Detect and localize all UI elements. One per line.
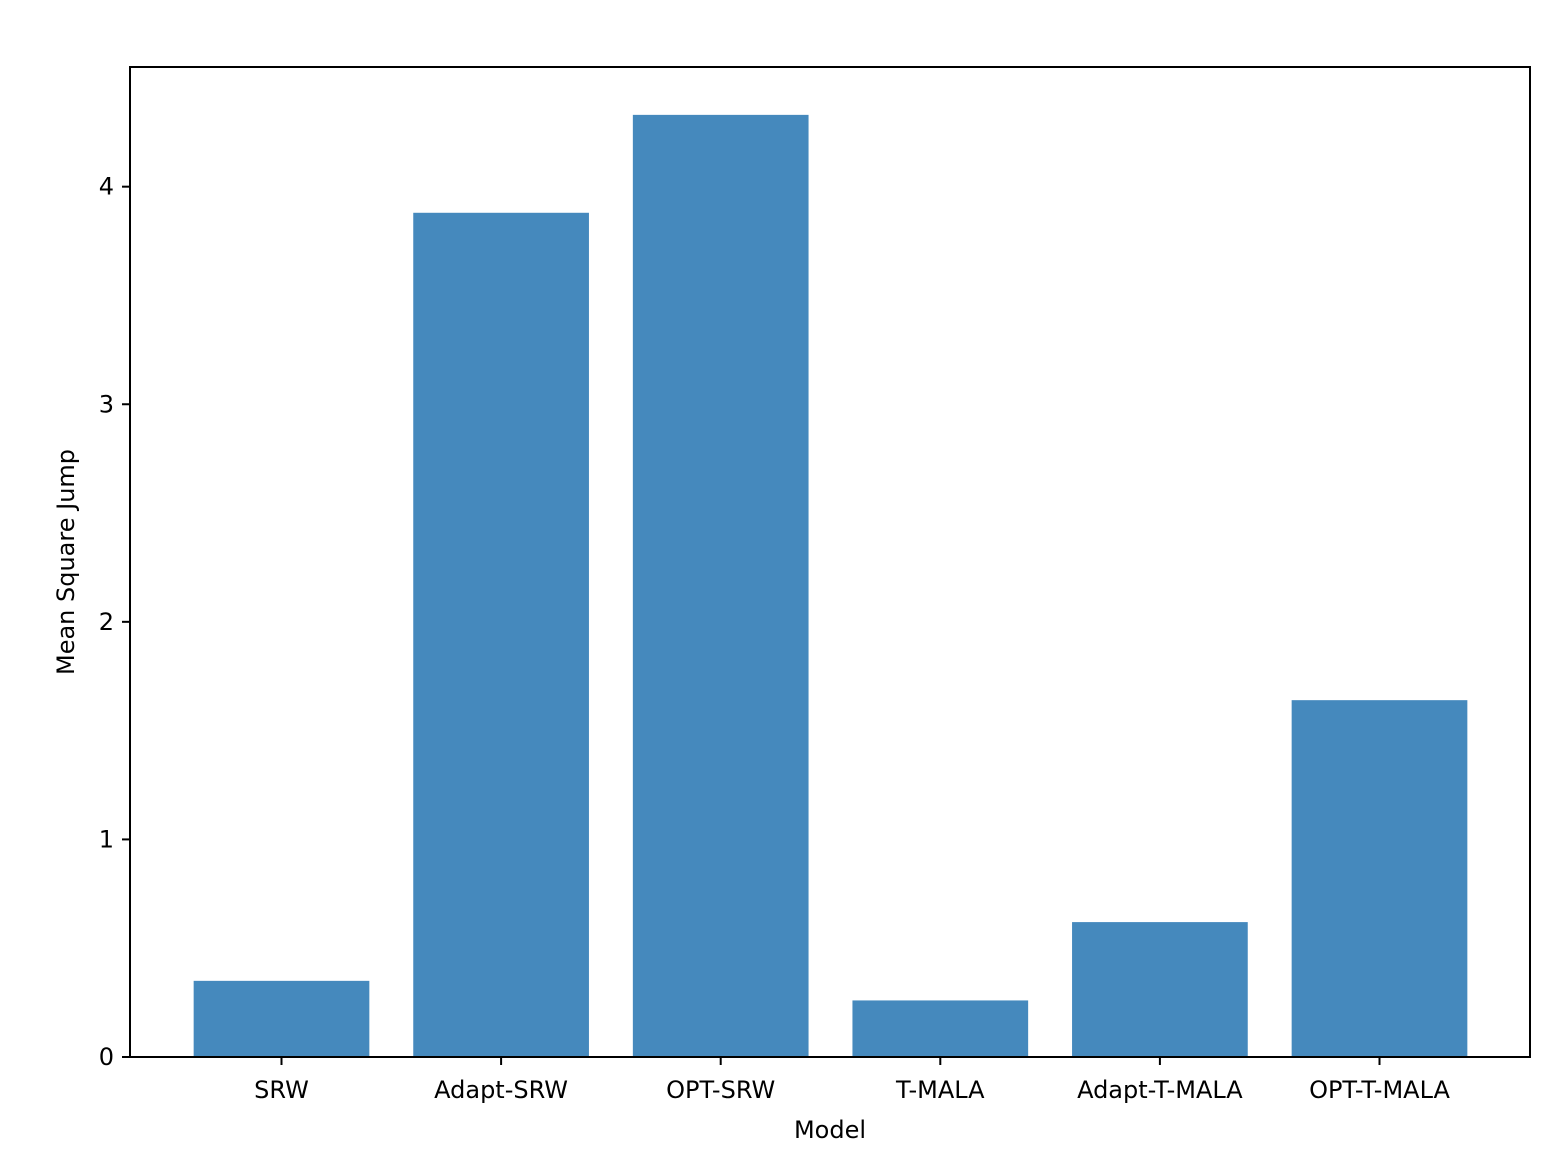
x-tick-label: SRW [254, 1076, 309, 1104]
y-axis-label: Mean Square Jump [52, 449, 80, 675]
plot-frame [129, 66, 1531, 1058]
x-axis-label: Model [794, 1116, 866, 1144]
y-tick-label: 0 [99, 1043, 114, 1071]
x-tick-label: OPT-T-MALA [1309, 1076, 1450, 1104]
bars-group [193, 114, 1468, 1057]
x-tick-label: T-MALA [895, 1076, 985, 1104]
y-tick-label: 1 [99, 825, 114, 853]
bar-adapt-t-mala [1072, 922, 1248, 1057]
bar-srw [193, 980, 370, 1057]
x-tick-label: OPT-SRW [666, 1076, 775, 1104]
x-axis-ticks: SRW Adapt-SRW OPT-SRW T-MALA Adapt-T-MALA OPT… [254, 1057, 1451, 1104]
bar-opt-srw [632, 114, 809, 1057]
x-tick-label: Adapt-T-MALA [1077, 1076, 1243, 1104]
y-tick-label: 2 [99, 608, 114, 636]
bar-opt-t-mala [1291, 700, 1468, 1057]
bar-t-mala [852, 1000, 1029, 1057]
y-tick-label: 4 [99, 173, 114, 201]
bar-adapt-srw [413, 212, 589, 1057]
y-tick-label: 3 [99, 390, 114, 418]
y-axis-ticks: 0 1 2 3 4 [99, 173, 130, 1071]
x-tick-label: Adapt-SRW [434, 1076, 568, 1104]
